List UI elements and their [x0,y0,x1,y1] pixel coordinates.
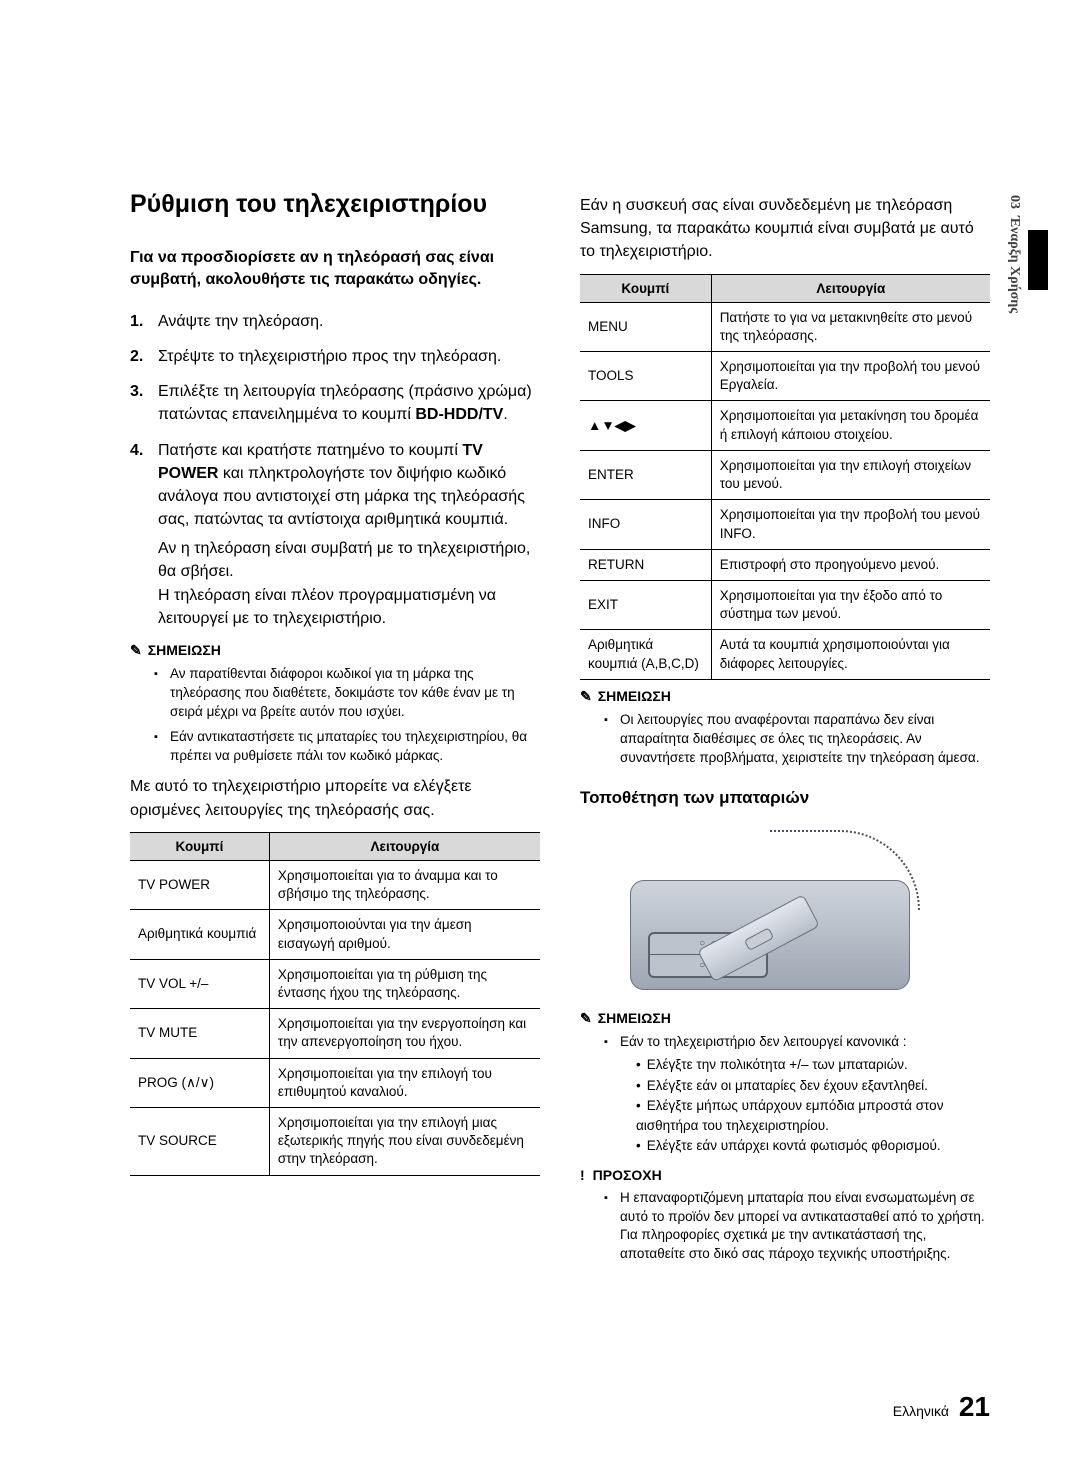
th-button: Κουμπί [580,274,711,302]
page-title: Ρύθμιση του τηλεχειριστηρίου [130,190,540,219]
side-tab: 03 Έναρξη Χρήσης [1006,195,1022,313]
sub-item: Ελέγξτε εάν οι μπαταρίες δεν έχουν εξαντ… [636,1076,990,1096]
step-2: Στρέψτε το τηλεχειριστήριο προς την τηλε… [130,345,540,368]
th-button: Κουμπί [130,832,269,860]
table-row: ▲▼◀▶Χρησιμοποιείται για μετακίνηση του δ… [580,401,990,450]
table-row: TV POWERΧρησιμοποιείται για το άναμμα κα… [130,860,540,909]
table-row: TV MUTEΧρησιμοποιείται για την ενεργοποί… [130,1009,540,1058]
note-heading: ΣΗΜΕΙΩΣΗ [580,688,990,705]
note-list-1: Αν παρατίθενται διάφοροι κωδικοί για τη … [130,665,540,765]
table-row: TV SOURCEΧρησιμοποιείται για την επιλογή… [130,1108,540,1176]
table-row: TOOLSΧρησιμοποιείται για την προβολή του… [580,352,990,401]
note-heading: ΣΗΜΕΙΩΣΗ [580,1010,990,1027]
step-1: Ανάψτε την τηλεόραση. [130,310,540,333]
sub-item: Ελέγξτε την πολικότητα +/– των μπαταριών… [636,1055,990,1075]
warning-list: Η επαναφορτιζόμενη μπαταρία που είναι εν… [580,1189,990,1265]
warning-item: Η επαναφορτιζόμενη μπαταρία που είναι εν… [620,1189,990,1265]
note-list-2: Οι λειτουργίες που αναφέρονται παραπάνω … [580,711,990,768]
sub-item: Ελέγξτε μήπως υπάρχουν εμπόδια μπροστά σ… [636,1096,990,1137]
page-footer: Ελληνικά 21 [893,1391,990,1423]
table-row: PROG (∧/∨)Χρησιμοποιείται για την επιλογ… [130,1058,540,1107]
table-row: RETURNΕπιστροφή στο προηγούμενο μενού. [580,549,990,580]
mid-paragraph: Με αυτό το τηλεχειριστήριο μπορείτε να ε… [130,775,540,821]
table-row: INFOΧρησιμοποιείται για την προβολή του … [580,500,990,549]
side-tab-index [1028,230,1048,290]
note-heading: ΣΗΜΕΙΩΣΗ [130,642,540,659]
table-row: TV VOL +/–Χρησιμοποιείται για τη ρύθμιση… [130,959,540,1008]
battery-heading: Τοποθέτηση των μπαταριών [580,788,990,808]
right-column: Εάν η συσκευή σας είναι συνδεδεμένη με τ… [580,190,990,1270]
steps-list: Ανάψτε την τηλεόραση. Στρέψτε το τηλεχει… [130,310,540,630]
th-function: Λειτουργία [711,274,990,302]
lead-text: Για να προσδιορίσετε αν η τηλεόρασή σας … [130,247,540,292]
footer-language: Ελληνικά [893,1403,949,1419]
note-item: Οι λειτουργίες που αναφέρονται παραπάνω … [620,711,990,768]
note-item: Αν παρατίθενται διάφοροι κωδικοί για τη … [170,665,540,722]
table-tv-buttons: ΚουμπίΛειτουργία TV POWERΧρησιμοποιείται… [130,832,540,1176]
table-row: MENUΠατήστε το για να μετακινηθείτε στο … [580,302,990,351]
note-item: Εάν αντικαταστήσετε τις μπαταρίες του τη… [170,728,540,766]
table-row: ENTERΧρησιμοποιείται για την επιλογή στο… [580,450,990,499]
sub-item: Ελέγξτε εάν υπάρχει κοντά φωτισμός φθορι… [636,1136,990,1156]
table-samsung-buttons: ΚουμπίΛειτουργία MENUΠατήστε το για να μ… [580,274,990,680]
step-3: Επιλέξτε τη λειτουργία τηλεόρασης (πράσι… [130,380,540,426]
right-intro: Εάν η συσκευή σας είναι συνδεδεμένη με τ… [580,194,990,264]
left-column: Ρύθμιση του τηλεχειριστηρίου Για να προσ… [130,190,540,1270]
warning-heading: ΠΡΟΣΟΧΗ [580,1167,990,1183]
th-function: Λειτουργία [269,832,540,860]
table-row: EXITΧρησιμοποιείται για την έξοδο από το… [580,580,990,629]
page-number: 21 [959,1391,990,1422]
table-row: Αριθμητικά κουμπιάΧρησιμοποιούνται για τ… [130,910,540,959]
note-list-3: Εάν το τηλεχειριστήριο δεν λειτουργεί κα… [580,1033,990,1157]
table-row: Αριθμητικά κουμπιά (A,B,C,D)Αυτά τα κουμ… [580,630,990,679]
battery-illustration: ○ ○○ ○ [620,820,950,1000]
step-4: Πατήστε και κρατήστε πατημένο το κουμπί … [130,439,540,631]
note-item: Εάν το τηλεχειριστήριο δεν λειτουργεί κα… [620,1033,990,1157]
